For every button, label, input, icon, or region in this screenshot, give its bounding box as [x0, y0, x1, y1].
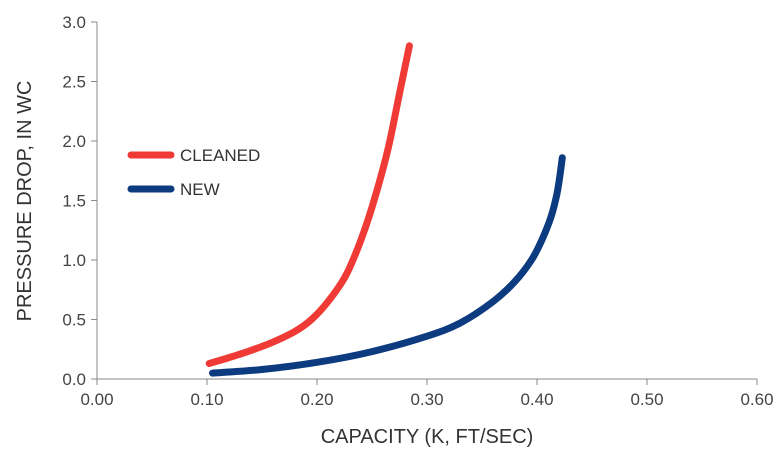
- y-tick-label: 0.5: [62, 311, 86, 330]
- y-tick-label: 1.5: [62, 192, 86, 211]
- series-line-new: [209, 154, 566, 377]
- y-tick-label: 0.0: [62, 370, 86, 389]
- y-tick-label: 3.0: [62, 13, 86, 32]
- x-tick-label: 0.50: [630, 390, 663, 409]
- x-ticks: 0.00 0.10 0.20 0.30 0.40 0.50 0.60: [80, 379, 774, 409]
- x-tick-label: 0.30: [410, 390, 443, 409]
- x-axis-title: CAPACITY (K, FT/SEC): [321, 426, 534, 448]
- legend-label-new: NEW: [180, 180, 220, 199]
- legend: CLEANED NEW: [127, 146, 260, 199]
- x-tick-label: 0.40: [520, 390, 553, 409]
- y-tick-label: 1.0: [62, 251, 86, 270]
- axes: [96, 22, 757, 380]
- y-tick-label: 2.5: [62, 73, 86, 92]
- y-ticks: 0.0 0.5 1.0 1.5 2.0 2.5 3.0: [62, 13, 97, 389]
- x-tick-label: 0.00: [80, 390, 113, 409]
- series-line-cleaned: [205, 42, 413, 367]
- series-layer: [205, 42, 566, 377]
- y-tick-label: 2.0: [62, 132, 86, 151]
- legend-label-cleaned: CLEANED: [180, 146, 260, 165]
- x-tick-label: 0.20: [300, 390, 333, 409]
- y-axis-title: PRESSURE DROP, IN WC: [14, 81, 36, 322]
- x-tick-label: 0.10: [190, 390, 223, 409]
- x-tick-label: 0.60: [740, 390, 773, 409]
